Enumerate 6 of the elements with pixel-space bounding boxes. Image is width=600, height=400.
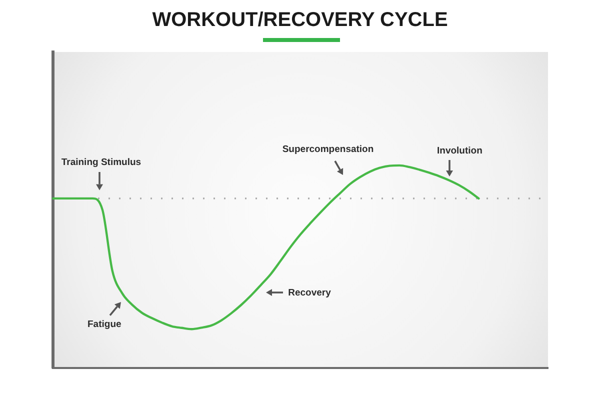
text: Involution [437,145,483,156]
text: Supercompensation [282,144,374,156]
annotation: Recovery [288,287,332,298]
annotation: Fatigue [88,318,122,330]
annotation: Training Stimulus [61,156,142,168]
chart-title: WORKOUT/RECOVERY CYCLE [152,9,448,31]
